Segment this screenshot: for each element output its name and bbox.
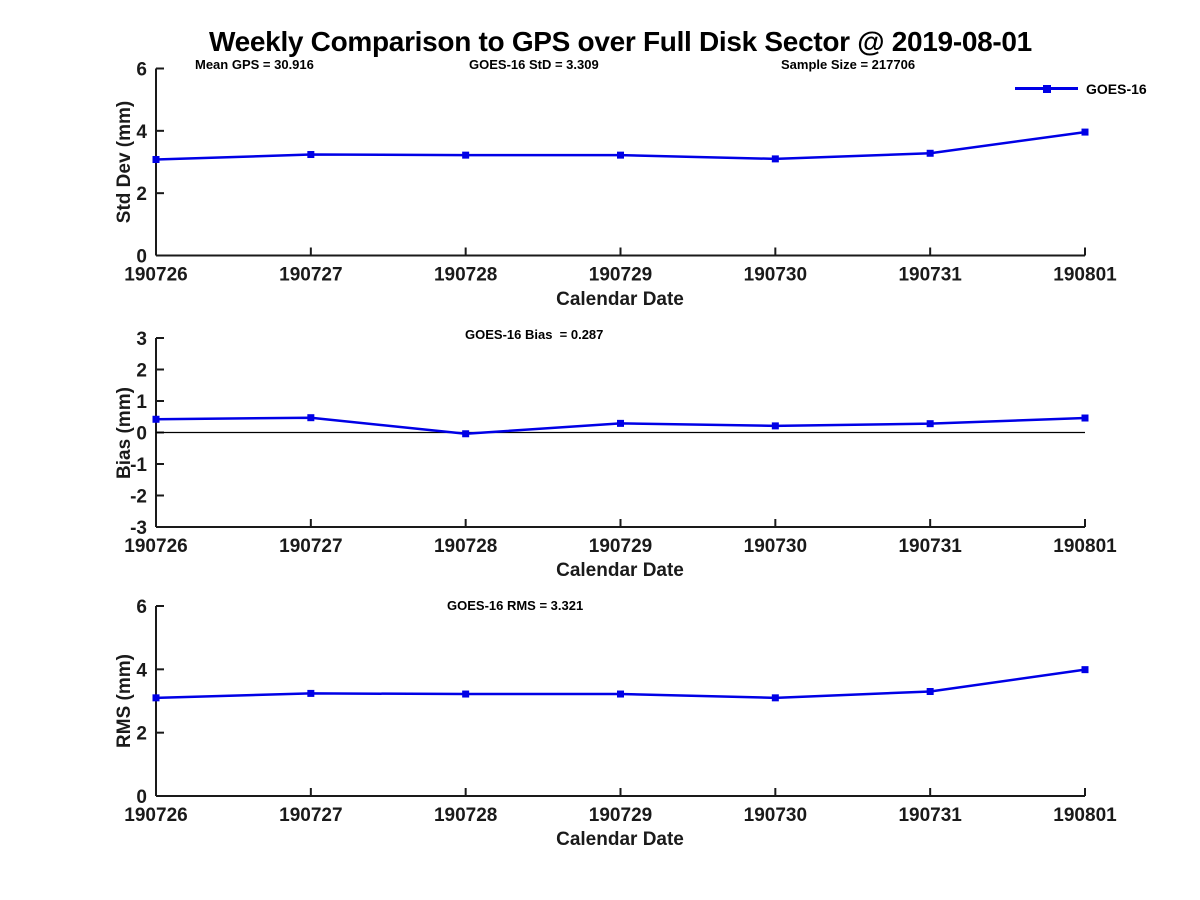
y-tick-label: 6	[136, 60, 147, 81]
legend-line-sample	[1015, 84, 1078, 93]
y-tick-label: 2	[136, 724, 147, 745]
x-tick-label: 190801	[1053, 265, 1117, 286]
x-tick-label: 190728	[434, 265, 497, 286]
stat-mean-gps: Mean GPS = 30.916	[195, 57, 314, 72]
data-point-marker	[307, 151, 315, 159]
x-tick-label: 190801	[1053, 805, 1117, 826]
y-tick-label: 4	[136, 660, 147, 681]
x-tick-label: 190728	[434, 536, 497, 557]
stat-goes16-bias: GOES-16 Bias = 0.287	[465, 327, 604, 342]
y-tick-label: 6	[136, 597, 147, 618]
data-point-marker	[152, 415, 160, 423]
data-point-marker	[152, 694, 160, 702]
data-point-marker	[462, 430, 470, 438]
x-axis-label-bias: Calendar Date	[556, 560, 684, 581]
data-point-marker	[771, 155, 779, 163]
data-point-marker	[1081, 414, 1089, 422]
x-tick-label: 190731	[898, 805, 962, 826]
data-point-marker	[1081, 666, 1089, 674]
x-tick-label: 190729	[589, 805, 652, 826]
x-tick-label: 190730	[744, 265, 807, 286]
stat-goes16-rms: GOES-16 RMS = 3.321	[447, 598, 584, 613]
data-point-marker	[617, 419, 624, 427]
y-tick-label: 3	[136, 329, 147, 350]
y-tick-label: 0	[136, 247, 147, 268]
y-tick-label: -1	[130, 455, 147, 476]
data-point-marker	[462, 151, 470, 159]
legend-label: GOES-16	[1086, 80, 1147, 97]
data-point-marker	[1081, 128, 1089, 136]
data-point-marker	[617, 690, 624, 698]
x-tick-label: 190726	[124, 265, 187, 286]
data-point-marker	[462, 690, 470, 698]
y-tick-label: 0	[136, 424, 147, 445]
data-point-marker	[926, 149, 934, 157]
x-tick-label: 190727	[279, 805, 342, 826]
chart-std-dev: 0 2 4 6 190726 190727 190728 190729 190730 190731…	[124, 60, 1117, 286]
y-tick-label: 2	[136, 184, 147, 205]
data-point-marker	[307, 414, 315, 422]
x-tick-label: 190727	[279, 536, 342, 557]
x-tick-label: 190728	[434, 805, 497, 826]
stat-sample-size: Sample Size = 217706	[781, 57, 916, 72]
y-axis-label-std-dev: Std Dev (mm)	[114, 100, 135, 224]
data-point-marker	[771, 694, 779, 702]
x-tick-label: 190726	[124, 805, 187, 826]
data-point-marker	[617, 151, 624, 159]
y-tick-label: -2	[130, 487, 147, 508]
chart-bias: -3 -2 -1 0 1 2 3 190726 190727 190728 190729 190730…	[124, 329, 1117, 557]
data-point-marker	[926, 420, 934, 428]
x-axis-label-rms: Calendar Date	[556, 829, 684, 850]
data-point-marker	[926, 688, 934, 695]
data-point-marker	[771, 422, 779, 430]
legend-marker	[1042, 84, 1051, 93]
legend: GOES-16	[1015, 80, 1147, 97]
data-point-marker	[152, 156, 160, 164]
y-axis-label-bias: Bias (mm)	[114, 387, 135, 479]
y-tick-label: 1	[136, 392, 147, 413]
y-tick-label: 2	[136, 361, 147, 382]
chart-rms: 0 2 4 6 190726 190727 190728 190729 190730 190731…	[124, 597, 1117, 826]
x-tick-label: 190730	[744, 805, 807, 826]
y-axis-label-rms: RMS (mm)	[114, 654, 135, 748]
x-tick-label: 190731	[898, 536, 962, 557]
data-point-marker	[307, 689, 315, 697]
x-tick-label: 190729	[589, 536, 652, 557]
y-tick-label: 4	[136, 122, 147, 143]
x-tick-label: 190801	[1053, 536, 1117, 557]
x-tick-label: 190727	[279, 265, 342, 286]
figure-title: Weekly Comparison to GPS over Full Disk …	[209, 26, 1032, 57]
stat-goes16-std: GOES-16 StD = 3.309	[469, 57, 599, 72]
x-tick-label: 190726	[124, 536, 187, 557]
x-tick-label: 190729	[589, 265, 652, 286]
y-tick-label: 0	[136, 787, 147, 808]
x-axis-label-std-dev: Calendar Date	[556, 289, 684, 310]
y-tick-label: -3	[130, 518, 147, 539]
x-tick-label: 190731	[898, 265, 962, 286]
x-tick-label: 190730	[744, 536, 807, 557]
